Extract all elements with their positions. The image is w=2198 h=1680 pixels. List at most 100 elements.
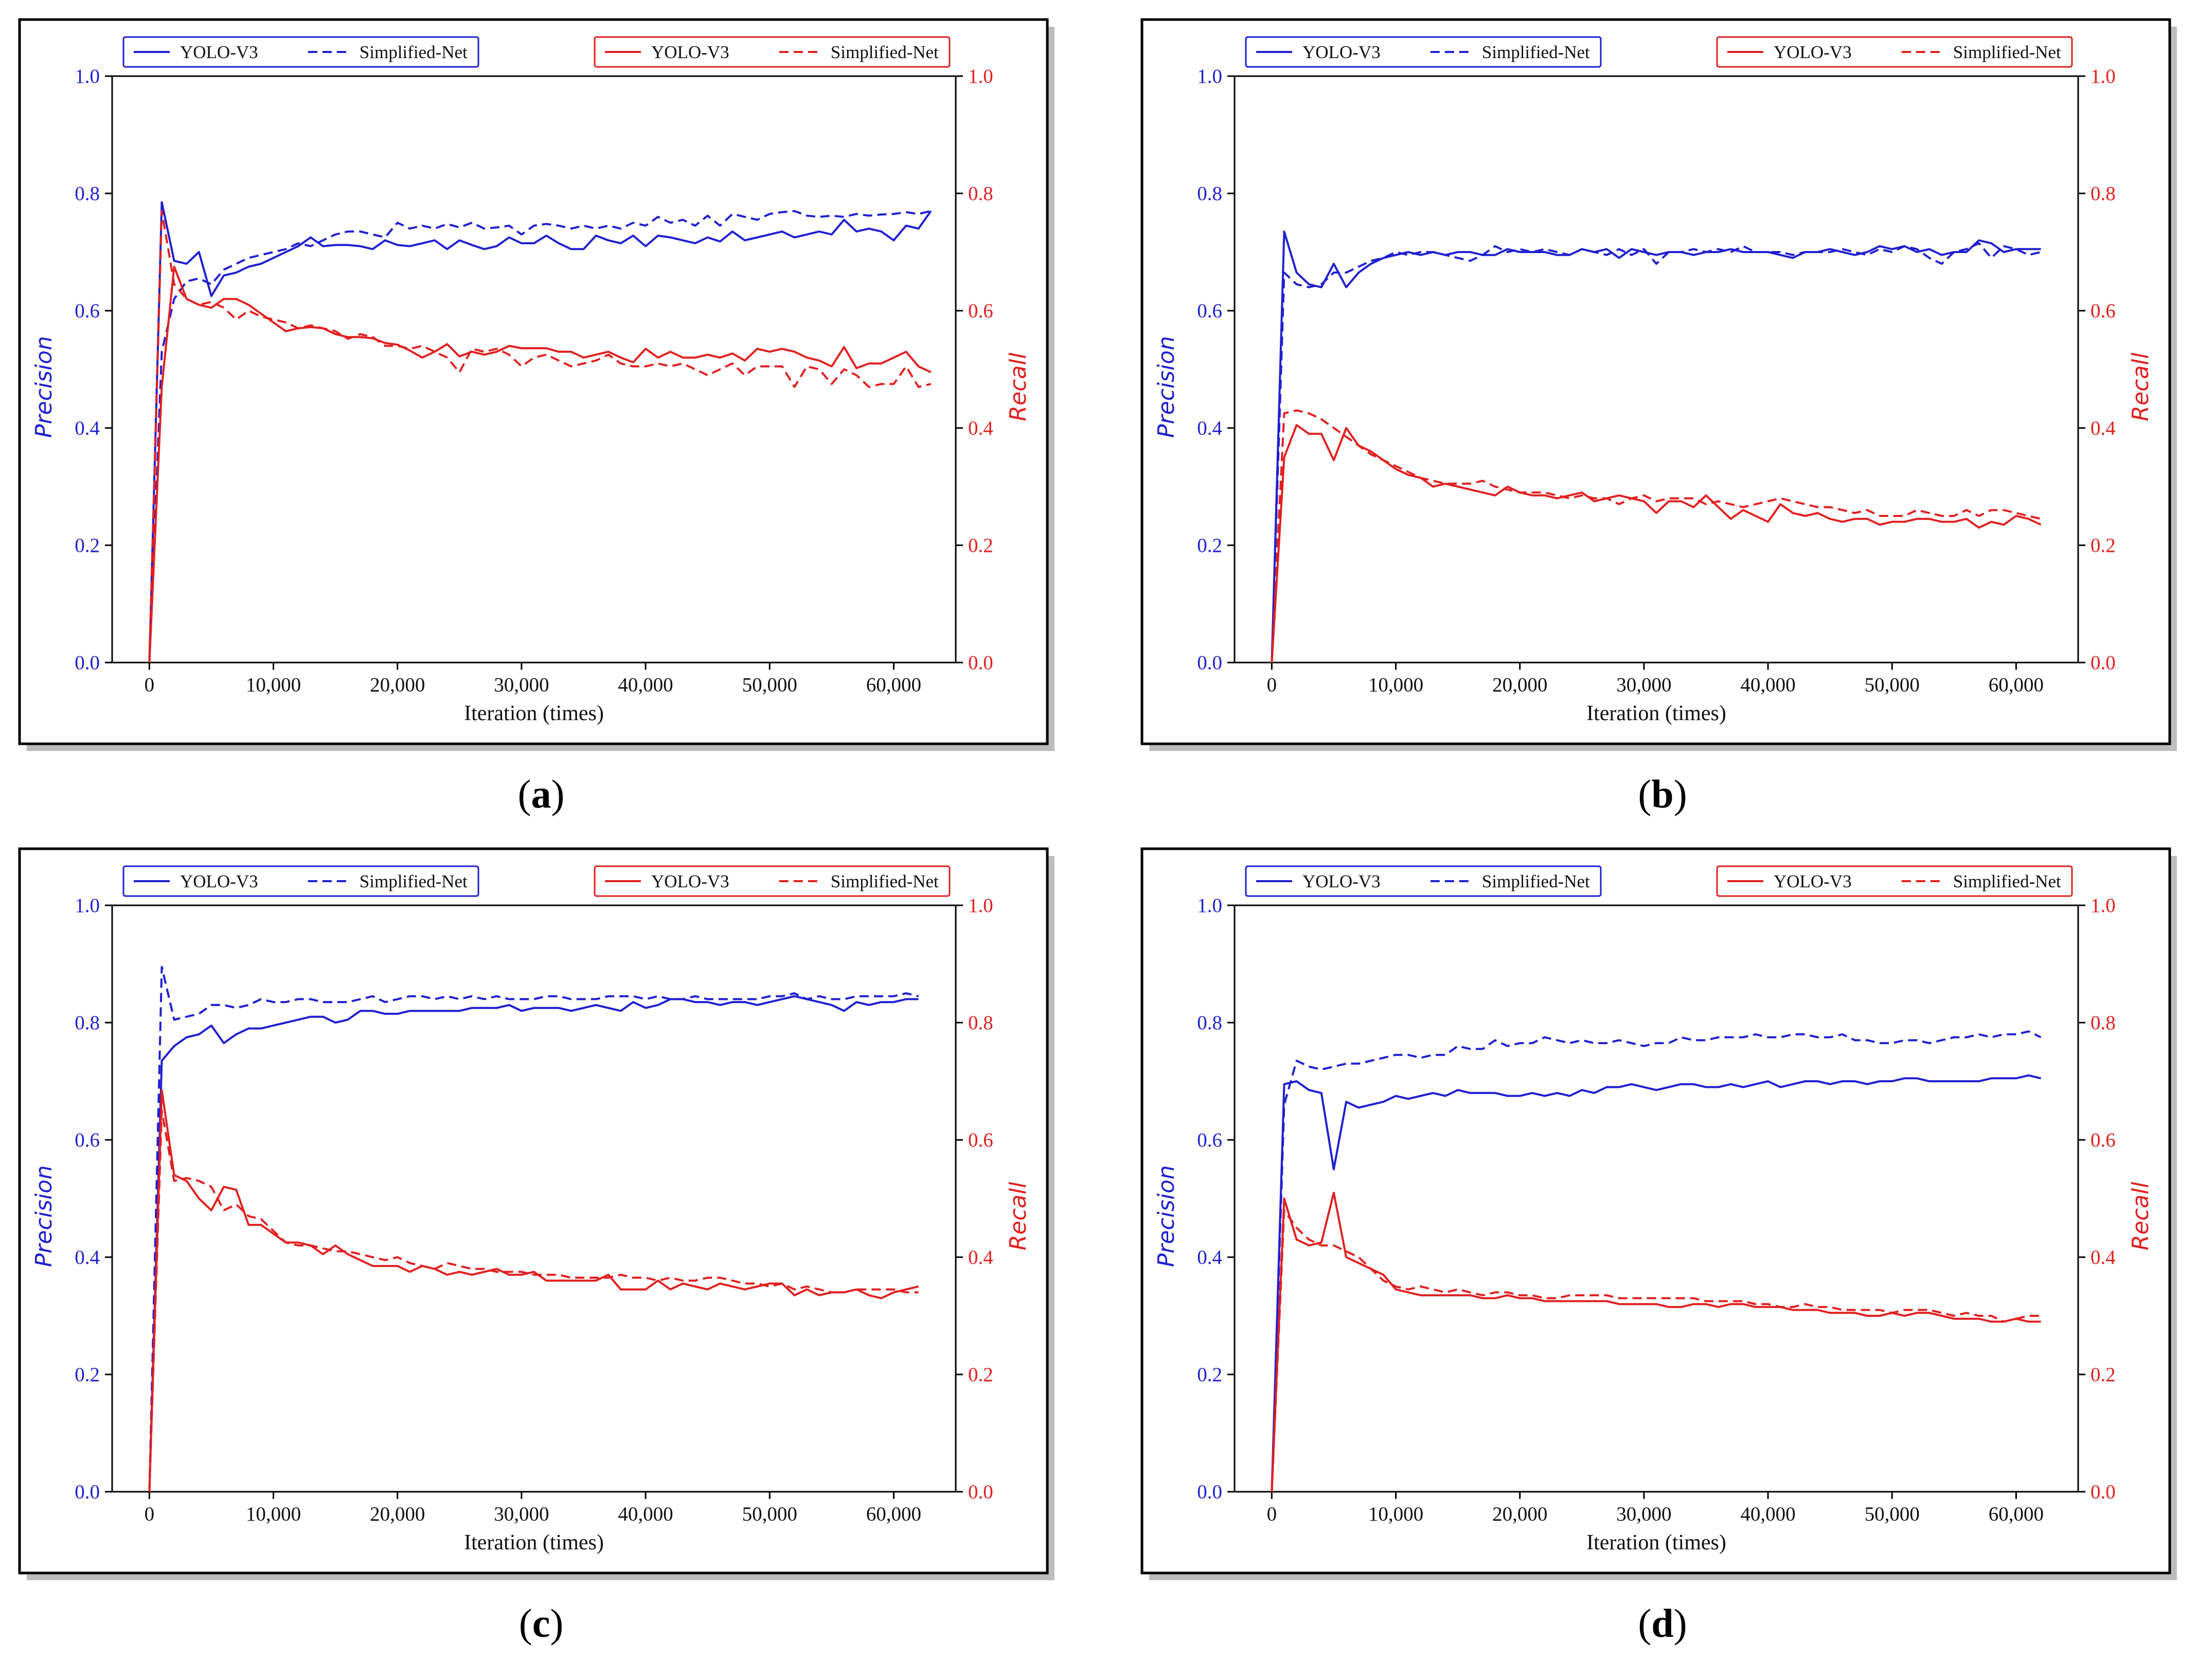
x-axis-title: Iteration (times) [464,1531,604,1554]
plot-area [1234,904,2079,1493]
recall-line-simplified-net [1271,1209,2041,1492]
recall-line-simplified-net [148,1110,919,1492]
y-tick-label-right: 0.0 [2090,652,2116,674]
chart-panel-d: 0.0 0.0 0.2 0.2 0.4 0.4 0.6 0.6 0.8 0.8 1.0 1.0 0 10,… [1140,847,2177,1580]
x-tick-label: 10,000 [1368,674,1423,696]
x-tick-label: 10,000 [246,1503,301,1525]
y-tick-label-right: 0.2 [2090,534,2116,557]
y-tick-label-right: 0.2 [2090,1364,2116,1386]
recall-line-yolo-v3 [148,265,932,663]
legend-precision: YOLO-V3 Simplified-Net [122,865,479,897]
legend-label: YOLO-V3 [651,42,729,62]
recall-line-yolo-v3 [1271,424,2042,663]
panel-frame [1140,18,2171,745]
y-tick-label-right: 0.0 [968,1481,993,1503]
legend-precision: YOLO-V3 Simplified-Net [1245,36,1602,68]
caption-paren-open: ( [519,1601,532,1646]
legend-precision: YOLO-V3 Simplified-Net [1245,865,1602,897]
panel-caption-c: (c) [519,1601,564,1646]
x-tick-label: 40,000 [618,1503,673,1525]
x-tick-label: 30,000 [494,674,549,696]
panel-frame [1140,847,2171,1575]
legend-recall: YOLO-V3 Simplified-Net [1716,36,2073,68]
x-tick-label: 20,000 [1492,1503,1547,1525]
precision-line-yolo-v3 [148,995,919,1492]
y-tick-label-right: 0.2 [968,1364,993,1386]
x-tick-label: 0 [145,1503,155,1525]
recall-line-yolo-v3 [1271,1191,2041,1492]
legend-recall: YOLO-V3 Simplified-Net [594,36,951,68]
x-tick-label: 0 [145,674,155,696]
y-tick-label-right: 0.8 [968,1012,993,1034]
y-tick-label-right: 0.6 [968,300,993,322]
x-axis-title: Iteration (times) [1586,1531,1726,1554]
precision-line-simplified-net [148,210,932,663]
x-tick-label: 20,000 [1492,674,1547,696]
y-tick-label-right: 0.8 [2090,1012,2116,1034]
y-tick-label-left: 1.0 [75,65,100,87]
legend-label: YOLO-V3 [180,42,258,62]
y-tick-label-right: 0.8 [968,183,993,205]
legend-label: Simplified-Net [1482,42,1590,62]
caption-paren-open: ( [518,772,531,816]
y-tick-label-left: 0.0 [1197,652,1222,674]
y-tick-label-left: 0.8 [75,1012,100,1034]
y-tick-label-left: 0.2 [75,534,100,557]
legend-box [1245,865,1602,897]
y-tick-label-left: 0.4 [1197,417,1222,439]
y-tick-label-left: 0.6 [1197,1129,1222,1151]
y-tick-label-left: 1.0 [1197,895,1222,917]
y-tick-label-right: 0.4 [2090,1246,2116,1268]
y-tick-label-left: 0.4 [1197,1246,1222,1268]
x-tick-label: 50,000 [742,674,797,696]
legend-label: Simplified-Net [1953,871,2061,891]
legend-label: YOLO-V3 [1302,42,1381,62]
y-tick-label-left: 0.2 [75,1364,100,1386]
y-axis-title-right: Recall [1005,1182,1031,1250]
y-axis-title-left: Precision [31,1165,57,1267]
x-tick-label: 60,000 [866,1503,921,1525]
legend-label: YOLO-V3 [1774,42,1852,62]
x-tick-label: 40,000 [618,674,673,696]
legend-label: Simplified-Net [360,871,468,891]
precision-line-simplified-net [148,966,919,1492]
y-tick-label-left: 0.6 [75,1129,100,1151]
y-tick-label-right: 0.6 [2090,1129,2116,1151]
chart-panel-b: 0.0 0.0 0.2 0.2 0.4 0.4 0.6 0.6 0.8 0.8 1.0 1.0 0 10,… [1140,18,2177,751]
x-axis-title: Iteration (times) [1586,702,1726,725]
x-tick-label: 10,000 [246,674,301,696]
y-tick-label-left: 0.0 [75,1481,100,1503]
caption-paren-close: ) [1674,1601,1687,1646]
legend-box [122,865,479,897]
y-axis-title-left: Precision [31,336,57,438]
y-tick-label-right: 0.0 [968,652,993,674]
y-tick-label-right: 1.0 [2090,65,2116,87]
y-tick-label-left: 0.6 [75,300,100,322]
y-tick-label-right: 1.0 [2090,895,2116,917]
plot-area [1234,75,2079,664]
legend-recall: YOLO-V3 Simplified-Net [1716,865,2073,897]
y-tick-label-left: 1.0 [75,895,100,917]
x-tick-label: 40,000 [1740,1503,1795,1525]
precision-line-simplified-net [1271,242,2042,663]
caption-paren-open: ( [1638,1601,1651,1646]
x-tick-label: 60,000 [1989,674,2044,696]
caption-paren-close: ) [550,1601,563,1646]
caption-paren-open: ( [1638,772,1651,816]
x-tick-label: 50,000 [1865,1503,1920,1525]
legend-box [122,36,479,68]
legend-label: YOLO-V3 [651,871,729,891]
recall-line-simplified-net [148,210,932,663]
y-axis-title-right: Recall [2128,352,2154,421]
x-tick-label: 20,000 [370,1503,425,1525]
x-tick-label: 20,000 [370,674,425,696]
y-tick-label-right: 1.0 [968,65,993,87]
x-tick-label: 50,000 [742,1503,797,1525]
y-axis-title-left: Precision [1153,336,1180,438]
x-tick-label: 40,000 [1740,674,1795,696]
recall-line-yolo-v3 [148,1089,919,1492]
y-tick-label-right: 0.4 [2090,417,2116,439]
caption-letter: a [531,772,551,816]
legend-box [594,36,951,68]
x-tick-label: 0 [1267,1503,1277,1525]
